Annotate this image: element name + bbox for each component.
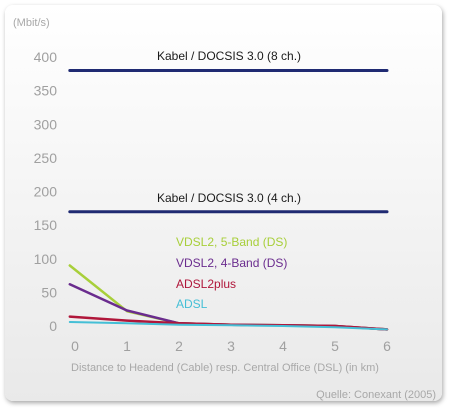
- y-tick-label: 50: [41, 284, 57, 300]
- x-tick-label: 5: [331, 338, 339, 354]
- y-tick-label: 350: [34, 83, 58, 99]
- series-label: Kabel / DOCSIS 3.0 (8 ch.): [157, 49, 301, 63]
- y-tick-label: 300: [34, 116, 58, 132]
- series-label: Kabel / DOCSIS 3.0 (4 ch.): [157, 191, 301, 205]
- x-tick-label: 6: [383, 338, 391, 354]
- y-tick-label: 0: [49, 318, 57, 334]
- series-label: VDSL2, 4-Band (DS): [176, 256, 287, 270]
- y-tick-label: 100: [34, 251, 58, 267]
- x-axis-label: Distance to Headend (Cable) resp. Centra…: [71, 362, 379, 374]
- y-tick-label: 400: [34, 49, 58, 65]
- y-tick-label: 200: [34, 184, 58, 200]
- source-note: Quelle: Conexant (2005): [316, 389, 436, 401]
- x-tick-label: 2: [175, 338, 183, 354]
- x-tick-label: 0: [71, 338, 79, 354]
- series-line: [68, 321, 388, 331]
- x-tick-label: 4: [279, 338, 287, 354]
- x-tick-label: 1: [123, 338, 131, 354]
- y-tick-label: 150: [34, 217, 58, 233]
- series-label: ADSL: [176, 297, 208, 311]
- x-tick-label: 3: [227, 338, 235, 354]
- series-label: VDSL2, 5-Band (DS): [176, 235, 287, 249]
- y-tick-label: 250: [34, 150, 58, 166]
- y-axis-unit-label: (Mbit/s): [13, 17, 50, 29]
- series-label: ADSL2plus: [176, 277, 236, 291]
